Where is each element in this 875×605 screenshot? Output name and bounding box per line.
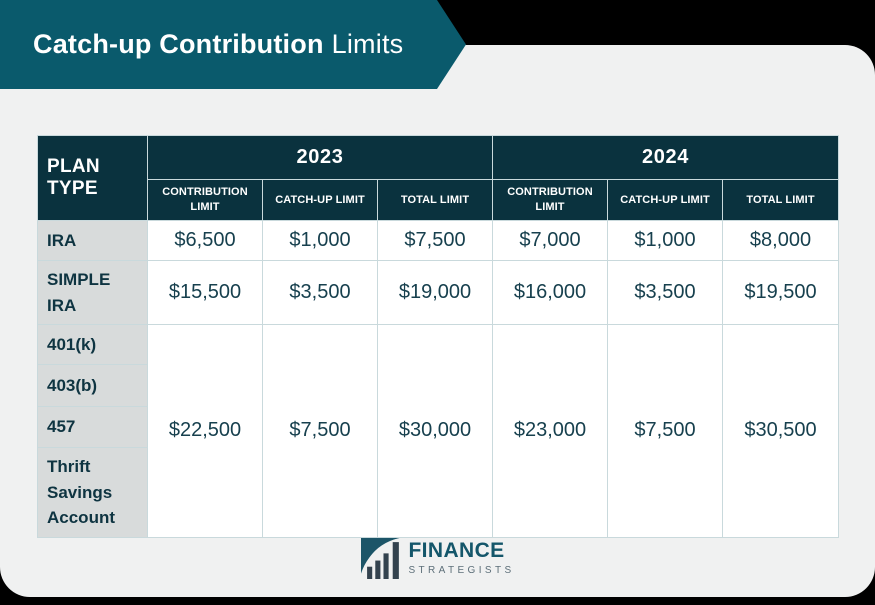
value-cell: $6,500: [147, 220, 263, 261]
value-cell: $19,500: [722, 260, 839, 325]
value-cell: $7,000: [492, 220, 608, 261]
col-header-2024-catchup: CATCH-UP LIMIT: [607, 179, 723, 221]
plan-type-column-header: PLAN TYPE: [37, 135, 148, 221]
table-row-403b: 403(b): [37, 364, 839, 407]
logo-text-strategists: STRATEGISTS: [408, 564, 515, 576]
plan-label-thrift-savings: Thrift Savings Account: [37, 447, 148, 538]
value-cell: $19,000: [377, 260, 493, 325]
plan-label-401k: 401(k): [37, 324, 148, 365]
col-header-2024-contribution: CONTRIBUTION LIMIT: [492, 179, 608, 221]
page-title-bold: Catch-up Contribution: [33, 29, 324, 59]
value-cell: $8,000: [722, 220, 839, 261]
value-cell: $1,000: [607, 220, 723, 261]
value-cell: $1,000: [262, 220, 378, 261]
logo-text-finance: FINANCE: [408, 539, 505, 563]
col-header-2023-total: TOTAL LIMIT: [377, 179, 493, 221]
table-row-401k: 401(k) $22,500 $7,500 $30,000 $23,000 $7…: [37, 324, 839, 538]
year-2023-header: 2023: [147, 135, 493, 180]
table-subheader-row: CONTRIBUTION LIMIT CATCH-UP LIMIT TOTAL …: [38, 179, 839, 221]
page-title-light: Limits: [331, 29, 404, 59]
value-cell: $16,000: [492, 260, 608, 325]
plan-label-ira: IRA: [37, 220, 148, 261]
plan-label-403b: 403(b): [37, 364, 148, 407]
contribution-limits-table: PLAN TYPE 2023 2024 CONTRIBUTION LIMIT C…: [37, 135, 839, 538]
value-cell: $7,500: [377, 220, 493, 261]
merged-value-cell: $23,000: [492, 324, 608, 538]
merged-value-cell: $7,500: [607, 324, 723, 538]
table-row-thrift-savings: Thrift Savings Account: [37, 447, 839, 538]
finance-strategists-logo: FINANCE STRATEGISTS: [360, 538, 514, 579]
value-cell: $3,500: [262, 260, 378, 325]
logo-wordmark: FINANCE STRATEGISTS: [408, 540, 514, 576]
value-cell: $15,500: [147, 260, 263, 325]
finance-strategists-logo-icon: [360, 538, 402, 579]
year-2024-header: 2024: [492, 135, 839, 180]
col-header-2024-total: TOTAL LIMIT: [722, 179, 839, 221]
table-row-ira: IRA $6,500 $1,000 $7,500 $7,000 $1,000 $…: [37, 220, 839, 261]
plan-label-457: 457: [37, 406, 148, 448]
col-header-2023-contribution: CONTRIBUTION LIMIT: [147, 179, 263, 221]
title-banner: Catch-up Contribution Limits: [0, 0, 466, 89]
merged-value-cell: $7,500: [262, 324, 378, 538]
table-year-header-row: PLAN TYPE 2023 2024: [37, 135, 839, 221]
merged-value-cell: $30,500: [722, 324, 839, 538]
table-row-457: 457: [37, 406, 839, 448]
value-cell: $3,500: [607, 260, 723, 325]
plan-label-simple-ira: SIMPLE IRA: [37, 260, 148, 325]
merged-value-cell: $30,000: [377, 324, 493, 538]
table-row-simple-ira: SIMPLE IRA $15,500 $3,500 $19,000 $16,00…: [37, 260, 839, 325]
merged-value-cell: $22,500: [147, 324, 263, 538]
col-header-2023-catchup: CATCH-UP LIMIT: [262, 179, 378, 221]
